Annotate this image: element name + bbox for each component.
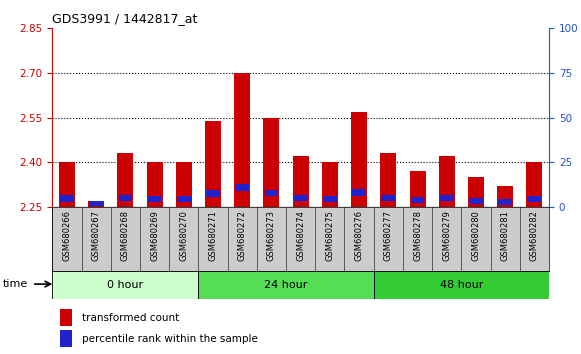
FancyBboxPatch shape [198, 271, 374, 298]
Bar [264, 190, 278, 196]
Bar [205, 121, 221, 207]
Bar [88, 201, 104, 207]
Text: GSM680282: GSM680282 [530, 210, 539, 261]
Text: GSM680270: GSM680270 [180, 210, 188, 261]
Bar [177, 196, 191, 202]
Bar [175, 162, 192, 207]
Bar [468, 177, 484, 207]
Text: transformed count: transformed count [82, 313, 180, 323]
Bar [119, 195, 132, 201]
Bar [351, 112, 367, 207]
Bar [410, 171, 426, 207]
Bar [148, 196, 162, 202]
Bar [294, 195, 307, 201]
Text: GSM680281: GSM680281 [501, 210, 510, 261]
Bar [469, 198, 483, 204]
Text: GSM680269: GSM680269 [150, 210, 159, 261]
Text: percentile rank within the sample: percentile rank within the sample [82, 333, 258, 343]
Bar [60, 309, 72, 326]
Text: GSM680268: GSM680268 [121, 210, 130, 261]
Text: GSM680273: GSM680273 [267, 210, 276, 261]
Bar [322, 162, 338, 207]
FancyBboxPatch shape [52, 271, 198, 298]
Bar [60, 330, 72, 347]
Bar [234, 73, 250, 207]
Text: GSM680280: GSM680280 [472, 210, 480, 261]
Bar [498, 199, 512, 205]
Text: 0 hour: 0 hour [107, 280, 144, 290]
Bar [526, 162, 543, 207]
Text: 48 hour: 48 hour [440, 280, 483, 290]
Bar [352, 189, 366, 196]
Bar [89, 201, 103, 206]
Bar [263, 118, 279, 207]
Text: GDS3991 / 1442817_at: GDS3991 / 1442817_at [52, 12, 198, 25]
Bar [411, 198, 424, 203]
Bar [439, 156, 455, 207]
Bar [440, 195, 454, 201]
Bar [497, 186, 513, 207]
Text: GSM680279: GSM680279 [442, 210, 451, 261]
Bar [60, 195, 74, 202]
FancyBboxPatch shape [374, 271, 549, 298]
Bar [323, 196, 337, 202]
Text: GSM680277: GSM680277 [384, 210, 393, 261]
Bar [382, 195, 395, 201]
Text: GSM680276: GSM680276 [354, 210, 364, 261]
Bar [381, 154, 396, 207]
Bar [528, 196, 541, 202]
Text: GSM680272: GSM680272 [238, 210, 247, 261]
Text: time: time [3, 279, 28, 289]
Bar [206, 190, 220, 197]
Text: GSM680271: GSM680271 [209, 210, 217, 261]
Bar [146, 162, 163, 207]
Text: 24 hour: 24 hour [264, 280, 308, 290]
Bar [235, 184, 249, 191]
Text: GSM680278: GSM680278 [413, 210, 422, 261]
Text: GSM680267: GSM680267 [92, 210, 101, 261]
Text: GSM680266: GSM680266 [62, 210, 71, 261]
Text: GSM680274: GSM680274 [296, 210, 305, 261]
Text: GSM680275: GSM680275 [325, 210, 335, 261]
Bar [117, 154, 134, 207]
Bar [59, 162, 75, 207]
Bar [293, 156, 309, 207]
